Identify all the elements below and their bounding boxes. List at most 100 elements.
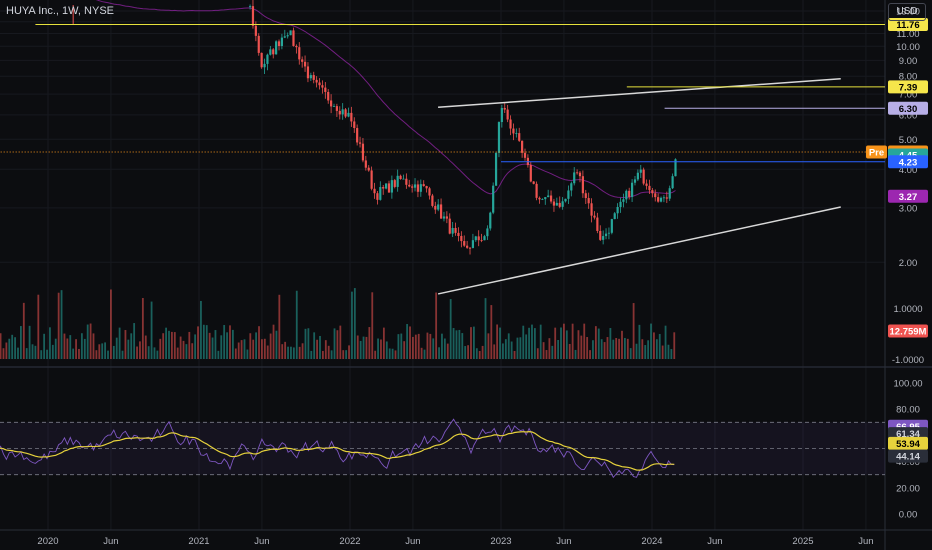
volume-bar <box>618 338 620 359</box>
volume-bar <box>385 341 388 359</box>
volume-bar <box>609 328 612 359</box>
volume-bar <box>51 344 54 359</box>
candle <box>578 172 582 177</box>
candle <box>480 240 483 241</box>
volume-bar <box>359 340 362 359</box>
volume-bar <box>438 347 440 359</box>
candle <box>639 169 642 173</box>
volume-bar <box>150 301 153 359</box>
candle <box>361 143 365 161</box>
volume-bar <box>519 337 522 359</box>
volume-bar <box>25 348 28 359</box>
price-label-bg <box>888 101 928 115</box>
volume-bar <box>107 350 109 359</box>
volume-bar <box>60 290 63 359</box>
candle <box>567 190 570 199</box>
candle <box>483 236 486 241</box>
volume-bar <box>246 349 249 359</box>
volume-bar <box>348 345 350 359</box>
candle <box>610 219 613 233</box>
volume-bar <box>112 345 115 359</box>
candle <box>356 128 359 143</box>
volume-bar <box>481 345 484 359</box>
volume-bar <box>110 289 112 359</box>
volume-bar <box>414 334 417 359</box>
candle <box>393 180 396 187</box>
candle <box>341 109 344 115</box>
time-tick-label: 2021 <box>188 536 209 547</box>
candle <box>607 232 611 234</box>
price-label: 3.27 <box>899 192 918 203</box>
candle <box>492 185 495 213</box>
candle <box>555 202 558 206</box>
candle <box>445 216 448 219</box>
candle <box>315 79 318 83</box>
volume-bar <box>144 335 147 359</box>
volume-bar <box>551 345 554 359</box>
candle <box>619 201 622 207</box>
candle <box>402 178 405 180</box>
rsi-value-label-bg <box>888 449 928 463</box>
volume-bar <box>11 334 14 359</box>
candle <box>338 110 341 115</box>
candle <box>573 172 576 184</box>
candle <box>628 190 631 197</box>
rsi-value-label: 53.94 <box>896 439 920 450</box>
volume-bar <box>388 348 391 359</box>
candle <box>263 63 266 68</box>
rsi-ma-line <box>0 430 675 471</box>
volume-bar <box>478 350 481 359</box>
candle <box>665 197 668 199</box>
volume-bar <box>458 329 461 359</box>
pre-market-tag-bg <box>866 145 887 159</box>
candle <box>500 107 503 123</box>
candle <box>590 203 593 216</box>
volume-bar <box>182 340 185 359</box>
volume-bar <box>272 324 275 359</box>
pre-market-tag: Pre <box>869 147 884 158</box>
candle <box>367 167 370 171</box>
volume-bar <box>22 302 25 359</box>
candle <box>257 35 260 53</box>
price-label-bg <box>888 189 928 203</box>
rsi-line <box>0 418 675 479</box>
candle <box>303 61 307 67</box>
volume-bar <box>467 345 469 359</box>
candle <box>518 133 521 141</box>
volume-bar <box>516 337 519 359</box>
candle <box>494 152 498 186</box>
volume-bar <box>313 332 316 359</box>
candle <box>668 188 671 199</box>
candle <box>529 165 532 182</box>
volume-bar <box>377 338 379 359</box>
price-tick-label: 6.00 <box>899 110 918 121</box>
candle <box>376 193 379 200</box>
volume-bar <box>66 338 69 359</box>
volume-bar <box>223 325 226 359</box>
volume-bar <box>626 338 629 359</box>
price-label: 7.39 <box>899 82 918 93</box>
currency-button[interactable]: USD <box>888 3 926 21</box>
volume-bar <box>673 332 676 359</box>
volume-bar <box>63 333 66 359</box>
volume-bar <box>290 346 292 359</box>
candle <box>497 122 501 153</box>
time-tick-label: Jun <box>858 536 873 547</box>
volume-bar <box>49 327 51 359</box>
volume-bar <box>638 324 641 359</box>
candle <box>318 82 321 86</box>
candle <box>364 160 367 168</box>
volume-bar <box>452 328 455 359</box>
candle <box>448 218 451 234</box>
volume-bar <box>429 333 432 359</box>
volume-bar <box>380 339 382 359</box>
volume-bar <box>304 328 307 359</box>
volume-bar <box>583 323 586 359</box>
candle <box>266 54 269 64</box>
volume-bar <box>615 337 618 359</box>
candle <box>581 176 584 194</box>
volume-bar <box>284 341 287 359</box>
volume-bar <box>141 298 144 359</box>
volume-bar <box>580 335 583 359</box>
candle <box>387 183 391 193</box>
